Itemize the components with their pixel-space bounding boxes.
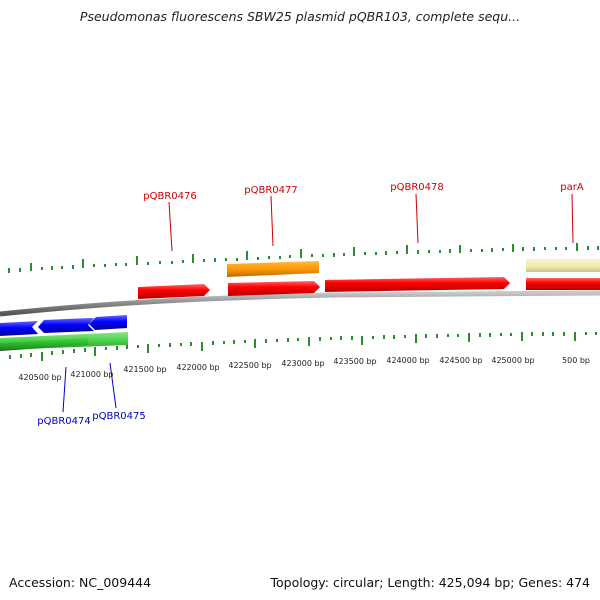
ruler-label: 500 bp <box>562 356 590 365</box>
ruler-label: 422500 bp <box>228 361 271 370</box>
topology-summary: Topology: circular; Length: 425,094 bp; … <box>270 575 591 590</box>
gene-label-pqbr0478[interactable]: pQBR0478 <box>390 182 443 193</box>
ruler-label: 424000 bp <box>386 356 429 365</box>
gene-pqbr0476-arrow[interactable] <box>138 284 210 299</box>
gene-label-pqbr0474[interactable]: pQBR0474 <box>37 416 90 427</box>
ruler-label: 422000 bp <box>176 363 219 372</box>
gene-label-pqbr0477[interactable]: pQBR0477 <box>244 185 297 196</box>
bottom-leader-lines <box>62 362 117 413</box>
ruler-label: 421500 bp <box>123 365 166 374</box>
gene-pale-arrow[interactable] <box>526 259 600 272</box>
gene-pqbr0475-arrow[interactable] <box>89 315 127 330</box>
gene-para-arrow[interactable] <box>526 278 600 290</box>
gene-orange-arrow[interactable] <box>227 261 319 277</box>
ruler-label: 421000 bp <box>70 370 113 379</box>
forward-genes <box>138 259 600 299</box>
outer-ticks <box>8 243 599 273</box>
gene-label-pqbr0475[interactable]: pQBR0475 <box>92 411 145 422</box>
reverse-genes <box>0 315 128 351</box>
gene-blue-arrow-1[interactable] <box>0 321 38 336</box>
ruler-label: 420500 bp <box>18 373 61 382</box>
gene-label-pqbr0476[interactable]: pQBR0476 <box>143 191 196 202</box>
gene-pqbr0474-arrow[interactable] <box>38 318 94 333</box>
ruler-label: 423000 bp <box>281 359 324 368</box>
plasmid-backbone <box>0 290 600 317</box>
gene-pqbr0478-arrow[interactable] <box>325 277 510 292</box>
ruler-label: 424500 bp <box>439 356 482 365</box>
ruler-label: 425000 bp <box>491 356 534 365</box>
inner-ticks <box>9 332 597 361</box>
accession-label: Accession: NC_009444 <box>9 575 152 590</box>
gene-green-arrow-2[interactable] <box>0 332 128 350</box>
gene-pqbr0477-arrow[interactable] <box>228 281 320 296</box>
gene-label-para[interactable]: parA <box>560 182 584 193</box>
ruler-label: 423500 bp <box>333 357 376 366</box>
top-leader-lines <box>168 193 574 252</box>
map-title: Pseudomonas fluorescens SBW25 plasmid pQ… <box>79 9 521 24</box>
